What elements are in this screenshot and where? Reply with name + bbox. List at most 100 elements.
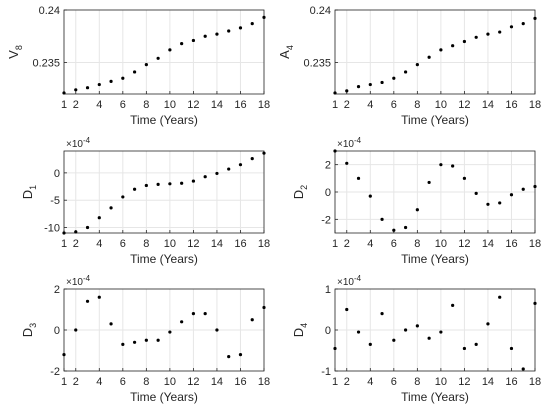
x-tick-label: 18 — [529, 99, 541, 111]
data-point — [144, 63, 148, 67]
data-point — [509, 346, 514, 351]
x-tick-label: 16 — [234, 238, 246, 250]
data-point — [250, 22, 254, 26]
data-point — [227, 167, 231, 171]
y-exponent-label: ×10-4 — [66, 274, 91, 288]
data-point — [427, 180, 431, 185]
x-tick-label: 10 — [164, 376, 176, 388]
x-tick-label: 18 — [529, 238, 541, 250]
data-point — [191, 38, 196, 43]
data-point — [333, 346, 337, 351]
data-point — [203, 312, 207, 316]
data-point — [121, 195, 125, 199]
x-tick-label: 4 — [96, 238, 102, 250]
subplot-3: 1 2 4 6 8 10 12 14 16 18 -10 -5 0 ×10-4 Time (Years) D1 — [20, 136, 270, 266]
x-tick-label: 8 — [414, 99, 420, 111]
x-tick-label: 10 — [435, 376, 447, 388]
y-tick-label: 0.24 — [310, 5, 331, 17]
data-point — [85, 299, 90, 303]
data-point — [356, 85, 361, 89]
x-tick-label: 12 — [458, 99, 470, 111]
data-point — [215, 328, 219, 332]
x-tick-label: 16 — [234, 376, 246, 388]
data-point — [380, 312, 384, 316]
x-tick-label: 8 — [414, 376, 420, 388]
data-point — [427, 336, 431, 340]
data-point — [74, 88, 78, 92]
x-tick-label: 6 — [120, 376, 126, 388]
x-tick-label: 14 — [482, 238, 494, 250]
data-point — [451, 44, 455, 48]
data-point — [533, 16, 537, 20]
data-point — [474, 342, 478, 346]
x-tick-label: 6 — [120, 238, 126, 250]
y-axis-label: D4 — [291, 323, 309, 337]
data-point — [345, 89, 349, 93]
data-point — [109, 206, 113, 210]
x-tick-label: 14 — [211, 238, 223, 250]
data-point — [227, 29, 231, 33]
y-tick-label: -5 — [50, 195, 60, 207]
data-point — [345, 161, 349, 165]
x-tick-label: 1 — [61, 99, 67, 111]
x-tick-label: 4 — [367, 376, 373, 388]
x-tick-label: 4 — [96, 99, 102, 111]
data-point — [132, 70, 137, 74]
x-tick-label: 2 — [73, 238, 79, 250]
data-point — [486, 32, 490, 36]
data-point — [345, 307, 349, 312]
data-point — [486, 322, 490, 326]
x-axis-label: Time (Years) — [130, 390, 198, 404]
data-point — [250, 318, 254, 322]
data-point — [380, 80, 384, 85]
data-point — [97, 82, 101, 87]
x-tick-label: 12 — [187, 99, 199, 111]
data-point — [191, 179, 196, 183]
data-point — [132, 340, 137, 344]
x-tick-label: 16 — [234, 99, 246, 111]
data-point — [462, 176, 467, 180]
data-point — [109, 79, 113, 83]
data-point — [238, 26, 243, 30]
data-point — [439, 163, 443, 167]
y-tick-label: 1 — [325, 284, 331, 296]
y-tick-label: -2 — [321, 214, 331, 226]
y-tick-label: 2 — [325, 160, 331, 172]
data-point — [403, 225, 408, 230]
x-tick-label: 4 — [367, 99, 373, 111]
data-point — [415, 63, 419, 67]
x-axis-label: Time (Years) — [401, 113, 469, 127]
x-tick-label: 8 — [414, 238, 420, 250]
data-point — [474, 35, 478, 39]
subplot-1: 1 2 4 6 8 10 12 14 16 18 0.235 0.24 Time (Years) V8 — [6, 5, 270, 127]
data-point — [521, 367, 525, 371]
data-point — [415, 208, 419, 212]
x-tick-label: 8 — [143, 376, 149, 388]
plot-area — [335, 10, 535, 94]
y-tick-label: 0.235 — [303, 58, 331, 70]
data-point — [121, 76, 125, 80]
data-point — [109, 322, 113, 326]
y-tick-label: 0 — [54, 325, 60, 337]
data-point — [392, 228, 396, 232]
x-tick-label: 14 — [482, 99, 494, 111]
x-tick-label: 14 — [482, 376, 494, 388]
data-point — [427, 55, 431, 59]
data-point — [498, 201, 502, 205]
x-tick-label: 6 — [120, 99, 126, 111]
x-tick-label: 8 — [143, 238, 149, 250]
x-tick-label: 4 — [367, 238, 373, 250]
x-tick-label: 12 — [187, 376, 199, 388]
data-point — [168, 330, 172, 334]
x-tick-label: 2 — [344, 376, 350, 388]
x-axis-label: Time (Years) — [401, 252, 469, 266]
data-point — [368, 342, 372, 346]
x-tick-label: 10 — [164, 99, 176, 111]
x-tick-label: 18 — [258, 99, 270, 111]
x-axis-label: Time (Years) — [130, 252, 198, 266]
y-tick-label: -2 — [50, 366, 60, 378]
x-tick-label: 12 — [187, 238, 199, 250]
x-axis-label: Time (Years) — [401, 390, 469, 404]
